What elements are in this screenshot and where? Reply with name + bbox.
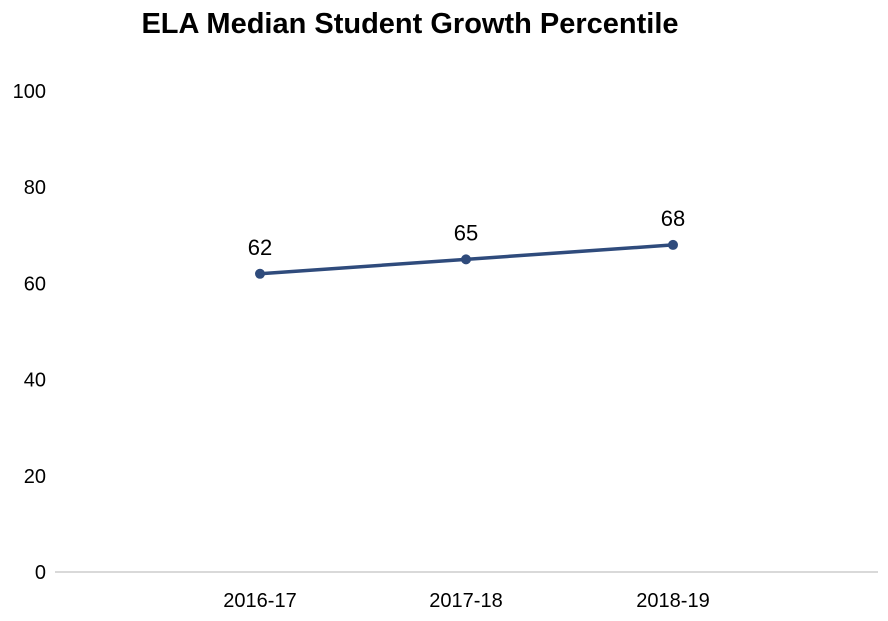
data-point [255,268,265,279]
data-label: 65 [454,220,478,245]
y-tick-label: 20 [24,466,46,488]
data-label: 68 [661,206,685,231]
data-points [255,239,678,279]
x-tick-label: 2018-19 [636,590,709,612]
y-axis-ticks: 0 20 40 60 80 100 [13,81,46,584]
data-labels: 62 65 68 [248,206,685,260]
y-tick-label: 40 [24,370,46,392]
chart-title: ELA Median Student Growth Percentile [141,8,679,40]
x-axis-ticks: 2016-17 2017-18 2018-19 [223,590,709,612]
y-tick-label: 60 [24,273,46,295]
y-tick-label: 0 [35,562,46,584]
x-tick-label: 2017-18 [429,590,502,612]
y-tick-label: 100 [13,81,46,103]
data-point [461,254,471,265]
y-tick-label: 80 [24,177,46,199]
data-point [668,239,678,250]
data-label: 62 [248,235,272,260]
x-tick-label: 2016-17 [223,590,296,612]
